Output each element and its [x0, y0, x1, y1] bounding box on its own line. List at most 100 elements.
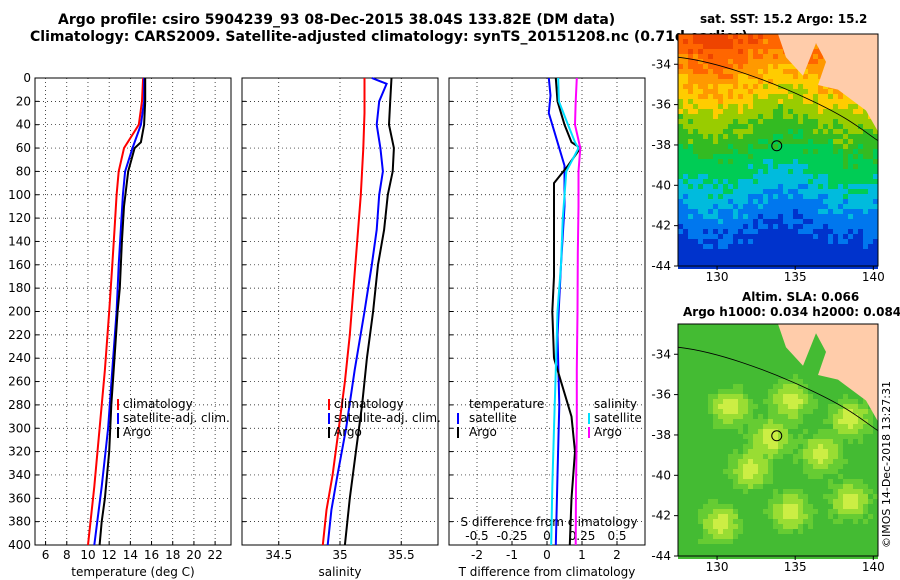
sla-cell: [753, 444, 758, 449]
sla-cell: [693, 469, 698, 474]
sla-cell: [723, 454, 728, 459]
sst-cell: [698, 69, 703, 74]
sla-cell: [853, 484, 858, 489]
sst-cell: [773, 39, 778, 44]
depth-tick-label: 240: [8, 351, 31, 365]
sst-cell: [728, 184, 733, 189]
sst-cell: [743, 209, 748, 214]
sla-cell: [798, 419, 803, 424]
sla-cell: [863, 499, 868, 504]
sla-cell: [743, 379, 748, 384]
sst-cell: [753, 199, 758, 204]
sla-cell: [713, 389, 718, 394]
sst-cell: [713, 209, 718, 214]
sla-cell: [828, 449, 833, 454]
sst-cell: [783, 209, 788, 214]
sla-cell: [843, 539, 848, 544]
sst-cell: [698, 94, 703, 99]
sst-cell: [703, 219, 708, 224]
sla-cell: [738, 339, 743, 344]
sst-cell: [778, 229, 783, 234]
sst-cell: [718, 244, 723, 249]
sst-cell: [773, 194, 778, 199]
sla-cell: [868, 414, 873, 419]
sst-cell: [683, 54, 688, 59]
sla-cell: [683, 339, 688, 344]
sla-cell: [858, 414, 863, 419]
diff-legend-left-label: satellite: [469, 411, 517, 425]
sst-cell: [748, 74, 753, 79]
sla-cell: [808, 424, 813, 429]
sla-cell: [758, 549, 763, 554]
sla-cell: [758, 399, 763, 404]
sla-cell: [853, 469, 858, 474]
sst-cell: [733, 179, 738, 184]
sst-cell: [688, 149, 693, 154]
sst-cell: [723, 179, 728, 184]
sla-cell: [833, 459, 838, 464]
sla-cell: [808, 474, 813, 479]
sla-cell: [793, 399, 798, 404]
sla-cell: [803, 504, 808, 509]
sst-cell: [868, 119, 873, 124]
sla-cell: [833, 414, 838, 419]
sst-cell: [728, 109, 733, 114]
sst-cell: [698, 49, 703, 54]
sst-cell: [733, 189, 738, 194]
sla-cell: [713, 339, 718, 344]
sla-cell: [773, 369, 778, 374]
sla-cell: [828, 469, 833, 474]
sla-cell: [818, 374, 823, 379]
sla-cell: [783, 469, 788, 474]
sst-cell: [873, 239, 878, 244]
sla-cell: [828, 444, 833, 449]
sla-cell: [808, 454, 813, 459]
sst-cell: [748, 184, 753, 189]
sst-cell: [813, 144, 818, 149]
sla-cell: [768, 539, 773, 544]
sst-cell: [818, 189, 823, 194]
sst-cell: [778, 44, 783, 49]
sla-cell: [778, 519, 783, 524]
sst-cell: [758, 109, 763, 114]
sla-cell: [818, 389, 823, 394]
sst-cell: [758, 69, 763, 74]
sst-cell: [798, 164, 803, 169]
sst-cell: [828, 159, 833, 164]
sst-cell: [873, 179, 878, 184]
sla-cell: [743, 489, 748, 494]
sst-cell: [783, 239, 788, 244]
sla-cell: [748, 509, 753, 514]
sla-cell: [863, 429, 868, 434]
sla-cell: [758, 479, 763, 484]
sla-cell: [768, 344, 773, 349]
sla-cell: [753, 449, 758, 454]
sst-cell: [683, 119, 688, 124]
sla-cell: [688, 339, 693, 344]
sla-cell: [823, 399, 828, 404]
sst-cell: [858, 154, 863, 159]
sla-cell: [813, 389, 818, 394]
sst-cell: [773, 214, 778, 219]
sla-cell: [743, 394, 748, 399]
depth-tick-label: 220: [8, 328, 31, 342]
sla-cell: [718, 439, 723, 444]
sst-cell: [868, 234, 873, 239]
sla-cell: [683, 324, 688, 329]
sla-cell: [733, 429, 738, 434]
sst-cell: [768, 34, 773, 39]
sst-cell: [838, 249, 843, 254]
sla-cell: [718, 519, 723, 524]
sst-cell: [793, 69, 798, 74]
sst-cell: [763, 109, 768, 114]
sst-cell: [833, 129, 838, 134]
sla-cell: [853, 479, 858, 484]
sla-cell: [778, 414, 783, 419]
sst-cell: [773, 184, 778, 189]
sst-cell: [683, 139, 688, 144]
sla-cell: [823, 434, 828, 439]
sla-cell: [788, 439, 793, 444]
sla-cell: [863, 454, 868, 459]
sst-cell: [793, 169, 798, 174]
sst-cell: [793, 94, 798, 99]
